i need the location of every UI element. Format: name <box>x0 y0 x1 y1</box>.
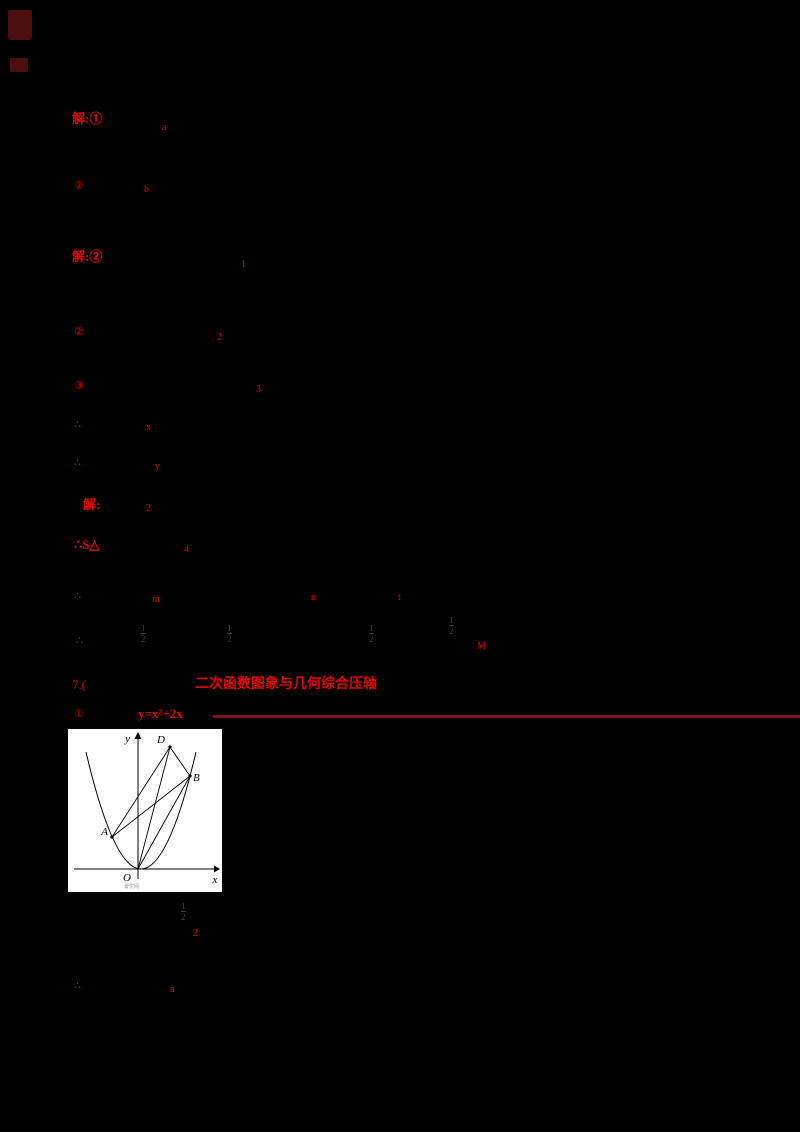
red-text-fragment: ① <box>74 708 84 720</box>
red-divider-line <box>213 715 800 718</box>
red-text-fragment: ∴ <box>74 419 81 431</box>
red-text-fragment: m <box>152 594 160 605</box>
red-text-fragment: 2 <box>146 503 151 514</box>
red-text-fragment: a <box>162 122 167 133</box>
red-text-fragment: ② <box>74 326 84 338</box>
origin-label: O <box>123 872 131 884</box>
red-text-fragment: ∴S△ <box>74 537 100 552</box>
fraction-denominator: 2 <box>181 911 186 923</box>
red-text-fragment: M <box>477 641 486 652</box>
corner-stamp <box>10 58 28 72</box>
segment-D-B <box>169 746 191 777</box>
red-text-fragment: ∴ <box>74 980 81 992</box>
parabola-curve <box>85 751 197 870</box>
fraction-denominator: 2 <box>141 633 146 645</box>
fraction-denominator: 2 <box>449 625 454 637</box>
red-text-fragment: y <box>155 461 160 472</box>
red-text-fragment: ∴ <box>74 590 81 602</box>
segment-A-D <box>111 746 171 838</box>
point-b-dot <box>188 774 192 778</box>
corner-stamp <box>8 10 32 40</box>
red-text-fragment: 解: <box>83 497 101 512</box>
parabola-figure: y x O D B A 菁优网 <box>74 732 220 890</box>
red-text-fragment: 二次函数图象与几何综合压轴 <box>195 677 377 692</box>
fraction-numerator: 1 <box>449 615 454 625</box>
fraction-numerator: 1 <box>181 901 186 911</box>
red-text-fragment: ③ <box>74 380 84 392</box>
point-d-label: D <box>156 734 165 746</box>
point-a-label: A <box>100 826 108 838</box>
fraction-numerator: 1 <box>369 623 374 633</box>
point-a-dot <box>110 835 114 839</box>
red-text-fragment: ② <box>74 180 84 192</box>
red-text-fragment: 2 <box>217 332 222 343</box>
red-text-fragment: 解:② <box>72 249 103 264</box>
point-d-dot <box>168 745 172 749</box>
fraction-numerator: 1 <box>141 623 146 633</box>
red-text-fragment: y=x²+2x <box>138 706 183 721</box>
point-b-label: B <box>193 772 200 784</box>
segment-O-D <box>137 746 171 870</box>
red-text-fragment: b <box>144 184 149 195</box>
x-axis-label: x <box>212 874 218 886</box>
fraction-numerator: 1 <box>227 623 232 633</box>
red-text-fragment: 4 <box>184 544 189 555</box>
figure-panel: y x O D B A 菁优网 <box>68 729 222 892</box>
red-text-fragment: 3 <box>256 384 261 395</box>
y-axis-arrow-icon <box>134 732 142 739</box>
red-text-fragment: 7.( <box>72 677 87 692</box>
red-text-fragment: 1 <box>241 259 246 270</box>
y-axis-label: y <box>124 733 130 745</box>
figure-watermark: 菁优网 <box>124 883 139 890</box>
segment-O-B <box>137 775 191 870</box>
red-text-fragment: ∴ <box>76 635 83 647</box>
fraction-denominator: 2 <box>369 633 374 645</box>
segment-A-B <box>111 775 191 838</box>
x-axis-arrow-icon <box>214 865 220 873</box>
red-text-fragment: n <box>311 592 316 603</box>
red-text-fragment: 2 <box>193 928 198 939</box>
red-text-fragment: 解:① <box>72 111 103 126</box>
red-text-fragment: x <box>146 422 151 433</box>
red-text-fragment: t <box>398 592 401 603</box>
red-text-fragment: a <box>170 984 175 995</box>
red-text-fragment: ∴ <box>74 457 81 469</box>
fraction-denominator: 2 <box>227 633 232 645</box>
